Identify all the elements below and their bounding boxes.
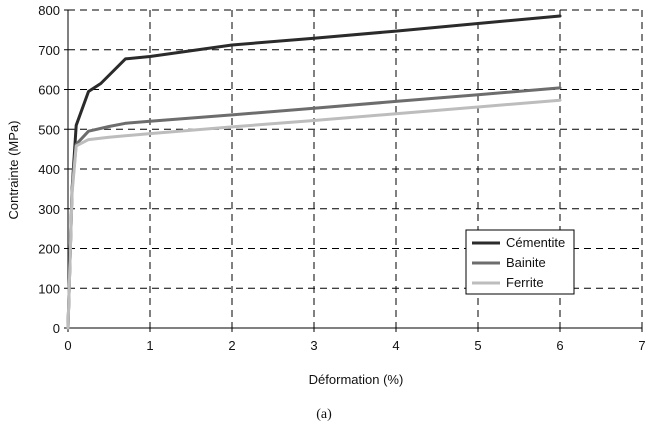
x-tick-label: 7 bbox=[638, 338, 645, 353]
x-tick-label: 1 bbox=[146, 338, 153, 353]
legend-label-cementite: Cémentite bbox=[506, 235, 565, 250]
legend-label-bainite: Bainite bbox=[506, 255, 546, 270]
y-tick-label: 100 bbox=[38, 281, 60, 296]
series-line-cementite bbox=[66, 14, 562, 330]
x-tick-label: 3 bbox=[310, 338, 317, 353]
x-tick-label: 0 bbox=[64, 338, 71, 353]
y-tick-label: 0 bbox=[53, 321, 60, 336]
y-axis-title: Contrainte (MPa) bbox=[6, 121, 21, 220]
x-tick-label: 2 bbox=[228, 338, 235, 353]
y-tick-label: 400 bbox=[38, 162, 60, 177]
tick-labels: 0 100 200 300 400 500 600 700 800 0 1 2 3 4 5 6 7 bbox=[38, 3, 645, 353]
y-tick-label: 300 bbox=[38, 202, 60, 217]
series-line-ferrite bbox=[66, 98, 562, 330]
x-tick-label: 6 bbox=[556, 338, 563, 353]
x-tick-label: 5 bbox=[474, 338, 481, 353]
legend: Cémentite Bainite Ferrite bbox=[465, 229, 575, 295]
y-tick-label: 600 bbox=[38, 83, 60, 98]
figure-caption: (a) bbox=[316, 407, 332, 422]
y-tick-label: 200 bbox=[38, 242, 60, 257]
y-tick-label: 800 bbox=[38, 3, 60, 18]
series-lines bbox=[66, 14, 562, 330]
x-axis-title: Déformation (%) bbox=[309, 372, 404, 387]
legend-label-ferrite: Ferrite bbox=[506, 275, 544, 290]
axes bbox=[64, 9, 643, 332]
grid bbox=[68, 9, 643, 328]
y-tick-label: 700 bbox=[38, 43, 60, 58]
y-tick-label: 500 bbox=[38, 122, 60, 137]
x-tick-label: 4 bbox=[392, 338, 399, 353]
